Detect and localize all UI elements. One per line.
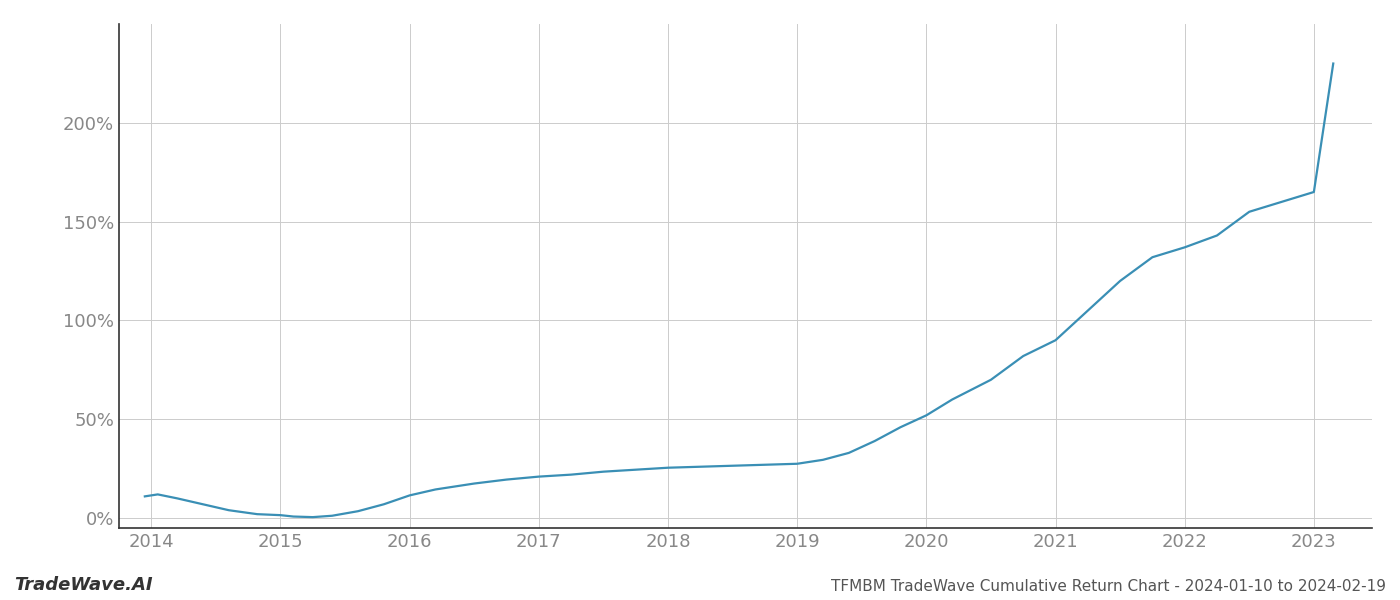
Text: TFMBM TradeWave Cumulative Return Chart - 2024-01-10 to 2024-02-19: TFMBM TradeWave Cumulative Return Chart … <box>832 579 1386 594</box>
Text: TradeWave.AI: TradeWave.AI <box>14 576 153 594</box>
